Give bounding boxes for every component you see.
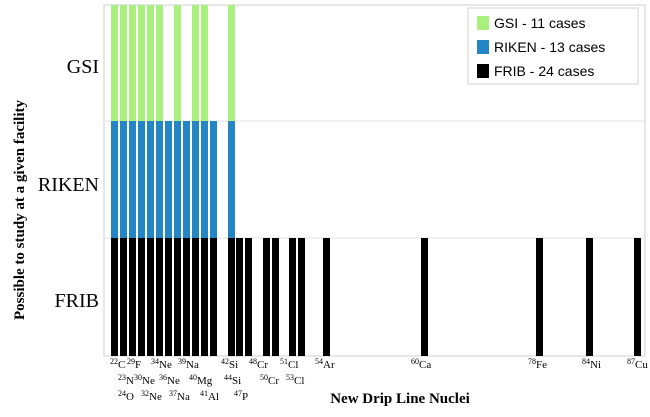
bar-frib-48Cr xyxy=(263,238,270,356)
bar-riken-32Ne xyxy=(156,121,163,238)
bar-frib-40Mg xyxy=(201,238,208,356)
bar-riken-42Si xyxy=(228,121,235,238)
x-tick-23N: 23N xyxy=(118,373,134,387)
bar-frib-44Si xyxy=(236,238,243,356)
bar-riken-41Al xyxy=(210,121,217,238)
bar-frib-51Cl xyxy=(289,238,296,356)
x-tick-32Ne: 32Ne xyxy=(141,389,162,403)
x-tick-87Cu: 87Cu xyxy=(627,357,648,371)
bar-frib-47P xyxy=(245,238,252,356)
bar-frib-78Fe xyxy=(536,238,543,356)
x-tick-37Na: 37Na xyxy=(169,389,190,403)
bar-gsi-23N xyxy=(120,5,127,121)
bar-gsi-42Si xyxy=(228,5,235,121)
legend-swatch-riken xyxy=(477,40,489,54)
x-tick-48Cr: 48Cr xyxy=(249,357,268,371)
bar-frib-23N xyxy=(120,238,127,356)
x-tick-50Cr: 50Cr xyxy=(260,373,279,387)
bar-gsi-39Na xyxy=(192,5,199,121)
bar-frib-24O xyxy=(129,238,136,356)
bar-gsi-40Mg xyxy=(201,5,208,121)
x-tick-47P: 47P xyxy=(234,389,248,403)
x-tick-36Ne: 36Ne xyxy=(159,373,180,387)
bar-riken-30Ne xyxy=(147,121,154,238)
bar-frib-42Si xyxy=(228,238,235,356)
bar-riken-40Mg xyxy=(201,121,208,238)
row-label-gsi: GSI xyxy=(67,56,99,78)
bar-gsi-29F xyxy=(138,5,145,121)
bar-riken-39Na xyxy=(192,121,199,238)
bar-gsi-32Ne xyxy=(156,5,163,121)
bar-riken-37Na xyxy=(183,121,190,238)
legend-label-gsi: GSI - 11 cases xyxy=(494,15,586,31)
bar-frib-54Ar xyxy=(323,238,330,356)
bars-layer xyxy=(111,5,641,356)
y-axis-title: Possible to study at a given facility xyxy=(12,100,28,320)
bar-frib-60Ca xyxy=(421,238,428,356)
x-tick-22C: 22C xyxy=(110,357,125,371)
legend-box xyxy=(467,7,639,85)
x-tick-54Ar: 54Ar xyxy=(315,357,335,371)
row-label-frib: FRIB xyxy=(55,290,99,312)
bar-riken-29F xyxy=(138,121,145,238)
bar-gsi-30Ne xyxy=(147,5,154,121)
legend-label-riken: RIKEN - 13 cases xyxy=(494,39,605,55)
x-tick-29F: 29F xyxy=(127,357,141,371)
legend-swatch-frib xyxy=(477,64,489,78)
x-tick-53Cl: 53Cl xyxy=(286,373,304,387)
row-label-riken: RIKEN xyxy=(38,174,99,196)
bar-frib-84Ni xyxy=(586,238,593,356)
legend: GSI - 11 cases RIKEN - 13 cases FRIB - 24 … xyxy=(467,7,639,85)
bar-frib-39Na xyxy=(192,238,199,356)
bar-riken-22C xyxy=(111,121,118,238)
bar-frib-41Al xyxy=(210,238,217,356)
bar-riken-34Ne xyxy=(165,121,172,238)
x-axis-title: New Drip Line Nuclei xyxy=(330,391,470,407)
bar-frib-30Ne xyxy=(147,238,154,356)
legend-label-frib: FRIB - 24 cases xyxy=(494,63,594,79)
bar-frib-22C xyxy=(111,238,118,356)
x-tick-78Fe: 78Fe xyxy=(528,357,547,371)
x-tick-60Ca: 60Ca xyxy=(411,357,431,371)
bar-frib-29F xyxy=(138,238,145,356)
bar-gsi-36Ne xyxy=(174,5,181,121)
plot-border xyxy=(103,4,646,357)
x-tick-34Ne: 34Ne xyxy=(151,357,172,371)
x-tick-40Mg: 40Mg xyxy=(189,373,213,387)
bar-frib-37Na xyxy=(183,238,190,356)
bar-gsi-24O xyxy=(129,5,136,121)
bar-gsi-22C xyxy=(111,5,118,121)
bar-riken-36Ne xyxy=(174,121,181,238)
bar-frib-53Cl xyxy=(298,238,305,356)
bar-frib-34Ne xyxy=(165,238,172,356)
x-tick-41Al: 41Al xyxy=(200,389,219,403)
x-tick-30Ne: 30Ne xyxy=(134,373,155,387)
bar-frib-87Cu xyxy=(634,238,641,356)
bar-riken-24O xyxy=(129,121,136,238)
x-tick-84Ni: 84Ni xyxy=(582,357,601,371)
x-tick-24O: 24O xyxy=(118,389,134,403)
row-labels: GSI RIKEN FRIB xyxy=(38,56,99,312)
x-tick-42Si: 42Si xyxy=(221,357,238,371)
x-tick-51Cl: 51Cl xyxy=(280,357,298,371)
bar-riken-23N xyxy=(120,121,127,238)
x-tick-39Na: 39Na xyxy=(178,357,199,371)
x-tick-44Si: 44Si xyxy=(224,373,241,387)
x-tick-labels: 22C 23N 24O 29F 30Ne 32Ne 34Ne 36Ne 37Na 39Na 40Mg… xyxy=(110,357,648,403)
bar-frib-32Ne xyxy=(156,238,163,356)
bar-frib-50Cr xyxy=(272,238,279,356)
legend-swatch-gsi xyxy=(477,16,489,30)
bar-frib-36Ne xyxy=(174,238,181,356)
